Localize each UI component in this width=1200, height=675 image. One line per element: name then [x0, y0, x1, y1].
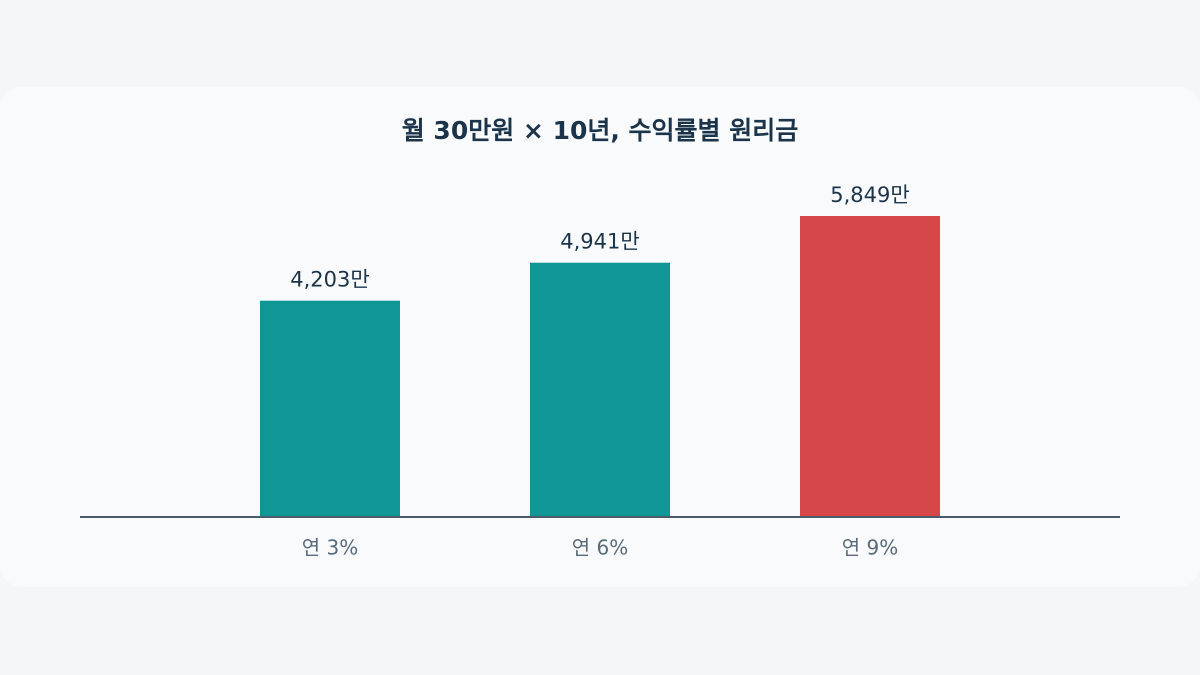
bar	[530, 262, 670, 517]
value-label: 4,941만	[560, 230, 639, 254]
x-tick-label: 연 3%	[302, 536, 359, 560]
x-tick-label: 연 6%	[572, 536, 629, 560]
value-label: 4,203만	[290, 268, 369, 292]
x-tick-label: 연 9%	[842, 536, 899, 560]
chart-title: 월 30만원 × 10년, 수익률별 원리금	[402, 116, 799, 145]
bar	[800, 216, 940, 517]
bar	[260, 300, 400, 517]
value-label: 5,849만	[830, 183, 909, 207]
